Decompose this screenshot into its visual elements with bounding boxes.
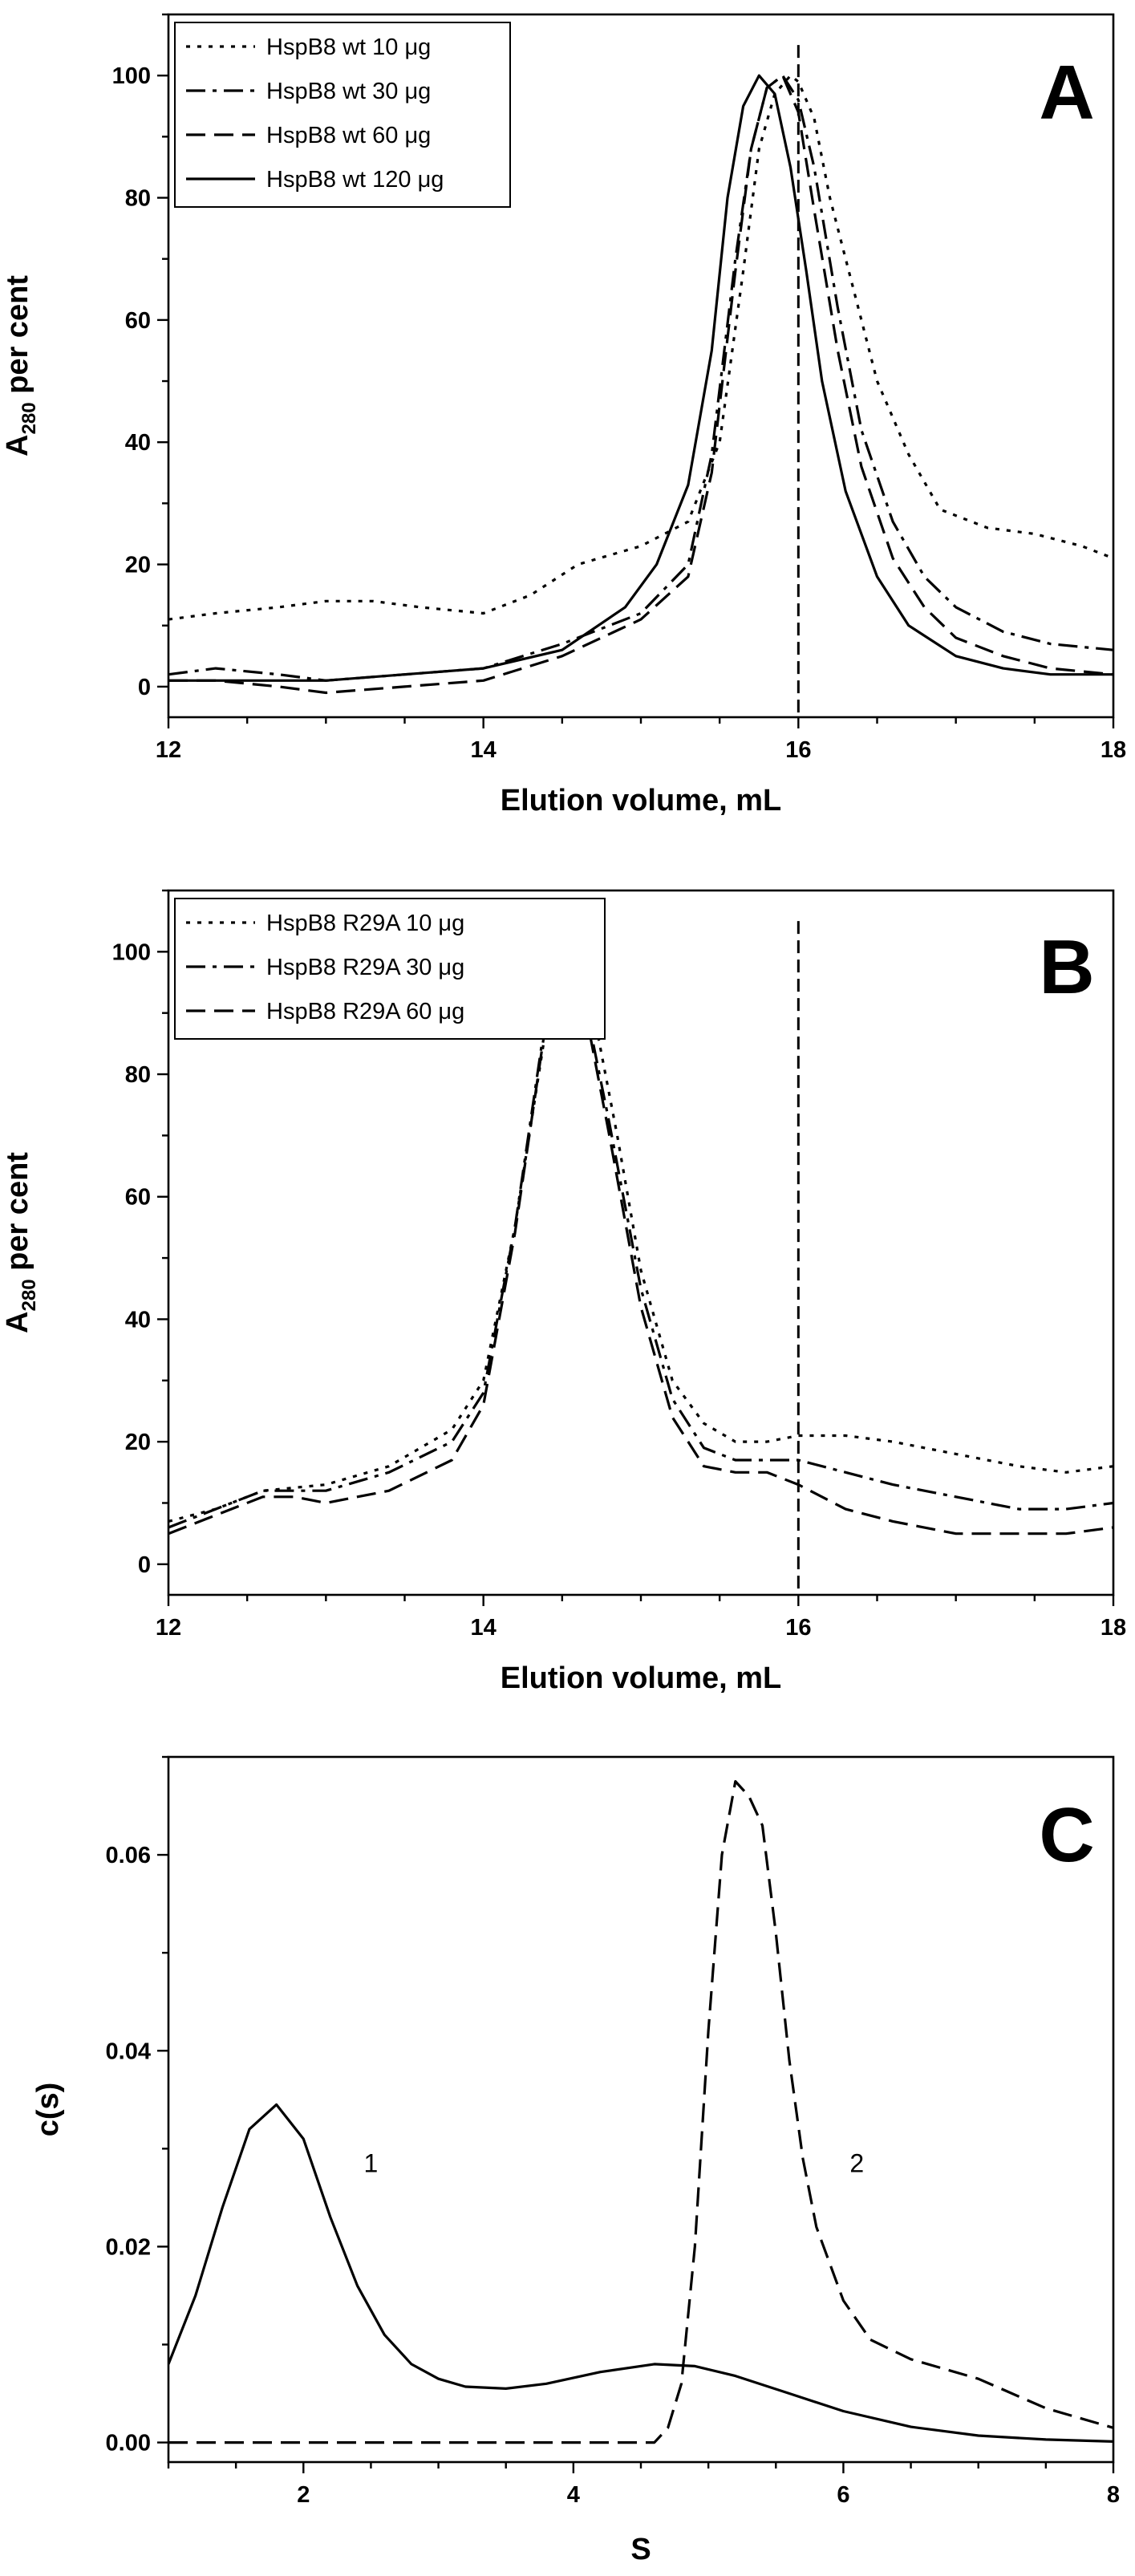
y-tick-label: 0.04 xyxy=(106,2038,151,2064)
legend-label: HspB8 R29A 60 μg xyxy=(266,999,464,1024)
y-tick-label: 80 xyxy=(125,1062,151,1088)
y-tick-label: 20 xyxy=(125,1430,151,1455)
x-tick-label: 2 xyxy=(297,2482,310,2508)
panel-letter: A xyxy=(1039,50,1094,136)
y-tick-label: 0 xyxy=(138,675,151,700)
y-tick-label: 100 xyxy=(112,63,151,89)
y-tick-label: 100 xyxy=(112,939,151,965)
y-tick-label: 60 xyxy=(125,1185,151,1211)
y-axis-title: A280 per cent xyxy=(1,275,40,456)
y-tick-label: 20 xyxy=(125,553,151,578)
y-tick-label: 0.06 xyxy=(106,1843,151,1868)
x-tick-label: 12 xyxy=(156,1615,181,1641)
plot-frame xyxy=(167,1755,1115,2464)
legend: HspB8 wt 10 μg HspB8 wt 30 μg HspB8 wt 60 … xyxy=(174,22,511,208)
panel-a: 12 14 16 18 0 20 40 60 80 100 Elution volume, mL A2… xyxy=(1,13,1126,817)
x-tick-label: 12 xyxy=(156,737,181,763)
series-line-1 xyxy=(168,956,1113,1523)
legend-label: HspB8 R29A 10 μg xyxy=(266,911,464,936)
x-tick-label: 14 xyxy=(471,737,497,763)
series-line-2 xyxy=(168,1779,1113,2444)
legend-label: HspB8 wt 10 μg xyxy=(266,34,431,60)
x-tick-label: 16 xyxy=(785,737,811,763)
series-line-1 xyxy=(168,2103,1113,2443)
x-axis-title: S xyxy=(630,2533,651,2566)
panel-letter: B xyxy=(1039,924,1094,1010)
x-tick-label: 4 xyxy=(567,2482,580,2508)
x-axis-title: Elution volume, mL xyxy=(501,1661,781,1695)
x-tick-label: 18 xyxy=(1101,1615,1126,1641)
x-tick-label: 8 xyxy=(1107,2482,1120,2508)
x-axis-title: Elution volume, mL xyxy=(501,784,781,817)
x-tick-label: 14 xyxy=(471,1615,497,1641)
panel-c: 2 4 6 8 0.00 0.02 0.04 0.06 Sc(s) C 1 2 xyxy=(31,1755,1120,2566)
series-line-4 xyxy=(168,74,1113,682)
panel-letter: C xyxy=(1039,1792,1094,1878)
x-tick-label: 16 xyxy=(785,1615,811,1641)
y-tick-label: 0.02 xyxy=(106,2234,151,2260)
y-tick-label: 40 xyxy=(125,430,151,456)
y-axis-title: c(s) xyxy=(31,2083,65,2137)
series-line-3 xyxy=(168,74,1113,695)
x-tick-label: 6 xyxy=(837,2482,849,2508)
legend-box xyxy=(174,898,606,1040)
series-line-3 xyxy=(168,956,1113,1535)
y-tick-label: 80 xyxy=(125,186,151,212)
series-line-2 xyxy=(168,950,1113,1529)
curve-label: 1 xyxy=(364,2149,379,2178)
y-tick-label: 40 xyxy=(125,1307,151,1333)
x-tick-label: 18 xyxy=(1101,737,1126,763)
legend: HspB8 R29A 10 μg HspB8 R29A 30 μg HspB8 R2… xyxy=(174,898,606,1040)
y-axis-title: A280 per cent xyxy=(1,1152,40,1333)
legend-box xyxy=(174,22,511,208)
y-tick-label: 0 xyxy=(138,1552,151,1578)
series-line-2 xyxy=(168,74,1113,682)
series-line-1 xyxy=(168,74,1113,621)
curve-label: 2 xyxy=(849,2149,864,2178)
y-tick-label: 0.00 xyxy=(106,2431,151,2456)
legend-label: HspB8 wt 120 μg xyxy=(266,167,444,193)
legend-label: HspB8 wt 60 μg xyxy=(266,123,431,148)
legend-label: HspB8 R29A 30 μg xyxy=(266,955,464,980)
legend-label: HspB8 wt 30 μg xyxy=(266,79,431,104)
panel-b: 12 14 16 18 0 20 40 60 80 100 Elution volume, mL A2… xyxy=(1,889,1126,1695)
y-tick-label: 60 xyxy=(125,308,151,334)
